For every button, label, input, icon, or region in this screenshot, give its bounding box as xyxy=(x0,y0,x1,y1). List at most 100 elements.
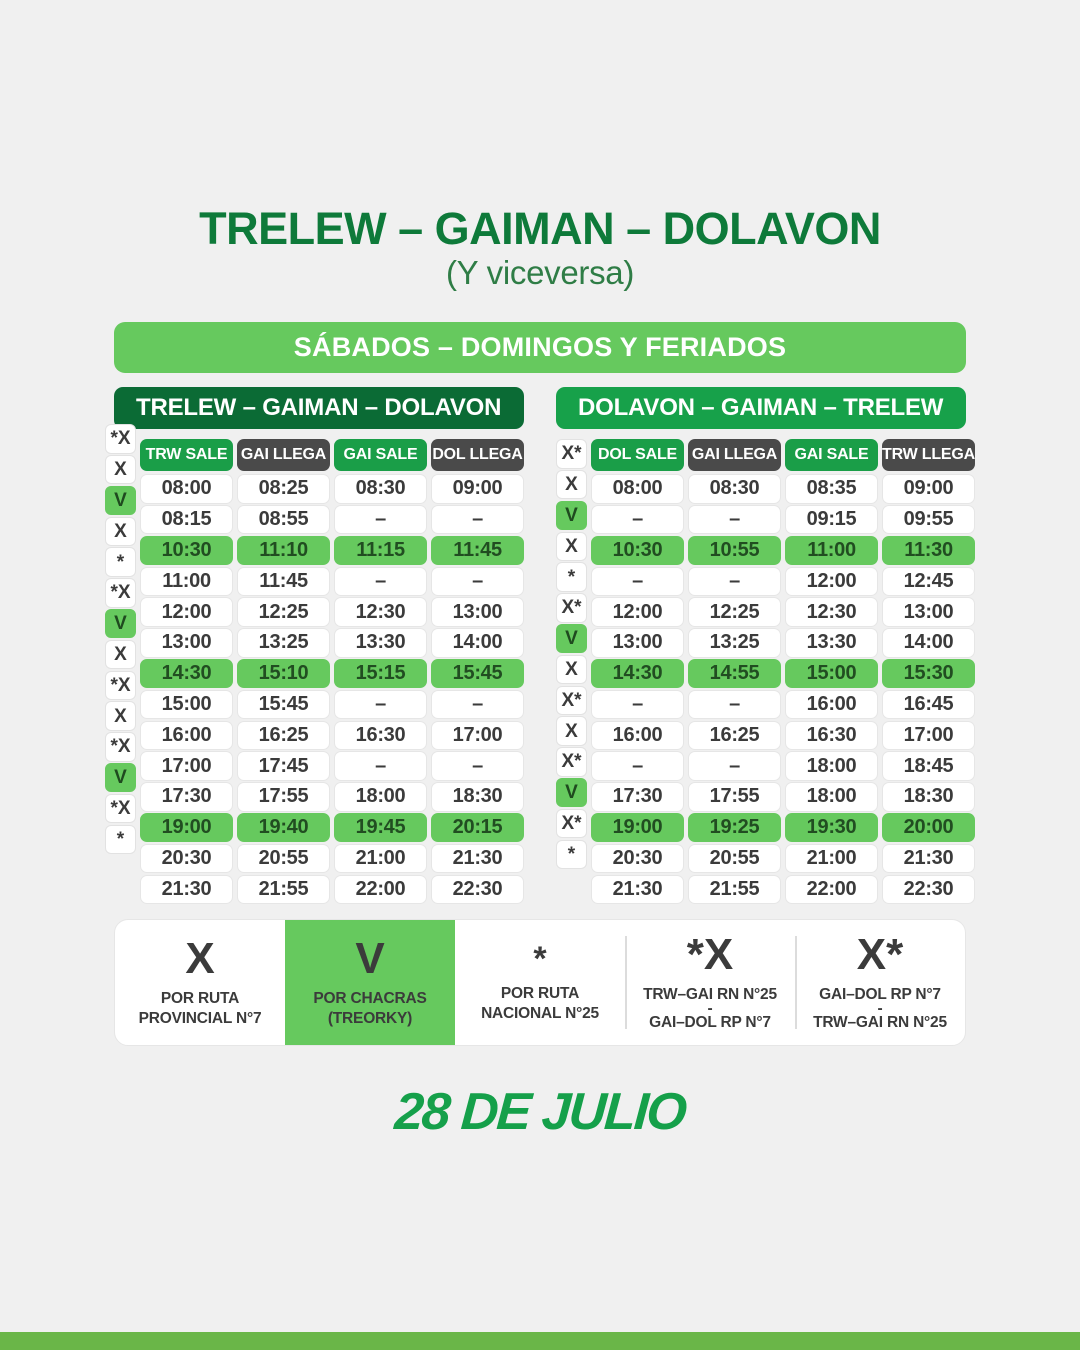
table-row: 14:30 15:10 15:15 15:45 xyxy=(140,659,524,689)
route-marker: V xyxy=(105,485,136,516)
route-marker: V xyxy=(556,624,587,654)
direction-header-row: TRELEW – GAIMAN – DOLAVON DOLAVON – GAIM… xyxy=(114,387,966,430)
legend-description-line1: POR RUTA xyxy=(500,984,580,1002)
time-cell: 20:30 xyxy=(140,843,233,874)
table-row: – –12:00 12:45 xyxy=(591,566,975,596)
time-cell: 17:55 xyxy=(688,782,781,812)
time-cell: 13:25 xyxy=(237,628,330,658)
time-grid: DOL SALE GAI LLEGA GAI SALE TRW LLEGA 08:00 0… xyxy=(591,439,975,905)
time-cell: 14:30 xyxy=(140,659,233,689)
route-marker: V xyxy=(556,778,587,808)
table-row: 10:30 10:55 11:00 11:30 xyxy=(591,535,975,566)
time-cell: 16:25 xyxy=(237,720,330,750)
route-marker: X* xyxy=(556,593,587,623)
route-marker: V xyxy=(556,500,587,531)
route-marker: *X xyxy=(105,578,136,608)
time-cell: 13:30 xyxy=(785,628,878,658)
time-cell: 20:15 xyxy=(431,813,524,843)
time-cell: 20:55 xyxy=(237,843,330,874)
page-title: TRELEW – GAIMAN – DOLAVON xyxy=(199,203,881,254)
time-cell: 21:30 xyxy=(140,874,233,904)
legend-description: POR RUTA PROVINCIAL N°7 xyxy=(139,989,262,1029)
time-cell: 21:30 xyxy=(591,874,684,904)
table-row: 12:00 12:25 12:30 13:00 xyxy=(140,597,524,627)
route-marker: *X xyxy=(105,793,136,824)
time-cell: – xyxy=(431,505,524,535)
time-cell: 19:40 xyxy=(237,813,330,843)
time-cell: 18:30 xyxy=(882,782,975,812)
time-cell: 15:30 xyxy=(882,659,975,689)
time-cell: – xyxy=(688,689,781,720)
time-cell: 11:45 xyxy=(431,535,524,566)
time-cell: 18:00 xyxy=(785,782,878,812)
time-cell: 16:45 xyxy=(882,689,975,720)
time-cell: 21:55 xyxy=(688,874,781,904)
table-row: 13:00 13:25 13:30 14:00 xyxy=(140,628,524,658)
legend-description-line1: GAI–DOL RP N°7 xyxy=(819,985,941,1003)
time-cell: 11:00 xyxy=(140,566,233,596)
time-cell: 09:55 xyxy=(882,505,975,535)
route-marker: X* xyxy=(556,439,587,469)
time-cell: 14:30 xyxy=(591,659,684,689)
route-marker: V xyxy=(105,609,136,639)
time-cell: 22:30 xyxy=(882,874,975,904)
table-row: – –09:15 09:55 xyxy=(591,505,975,535)
route-marker: X xyxy=(556,470,587,500)
route-marker: X xyxy=(556,531,587,561)
legend-description-line2: GAI–DOL RP N°7 xyxy=(649,1014,771,1032)
time-cell: 18:45 xyxy=(882,751,975,781)
time-cell: – xyxy=(431,566,524,596)
time-cell: 15:00 xyxy=(785,659,878,689)
legend-item: X* GAI–DOL RP N°7- TRW–GAI RN N°25 xyxy=(795,920,965,1045)
time-cell: 11:10 xyxy=(237,535,330,566)
time-cell: 21:30 xyxy=(882,843,975,874)
legend-description: GAI–DOL RP N°7- TRW–GAI RN N°25 xyxy=(813,985,947,1034)
time-cell: – xyxy=(334,505,427,535)
schedule-tables: *X X V X * *X V X *X X *X V *X * TRW SALE GAI LLEGA GAI … xyxy=(105,424,975,905)
route-marker: X* xyxy=(556,685,587,715)
time-cell: 17:00 xyxy=(140,751,233,781)
time-cell: 19:45 xyxy=(334,813,427,843)
time-cell: 15:10 xyxy=(237,659,330,689)
time-cell: – xyxy=(688,566,781,596)
time-cell: 13:30 xyxy=(334,628,427,658)
time-cell: 13:00 xyxy=(882,597,975,627)
time-cell: 11:15 xyxy=(334,535,427,566)
legend-symbol: X* xyxy=(856,929,904,979)
table-row: 13:00 13:25 13:30 14:00 xyxy=(591,628,975,658)
table-row: 20:30 20:55 21:00 21:30 xyxy=(140,843,524,874)
time-cell: 08:55 xyxy=(237,505,330,535)
route-marker: * xyxy=(556,562,587,592)
route-marker-column: *X X V X * *X V X *X X *X V *X * xyxy=(105,424,136,905)
time-cell: – xyxy=(591,751,684,781)
time-cell: 08:35 xyxy=(785,474,878,504)
time-cell: 15:45 xyxy=(431,659,524,689)
time-cell: 12:30 xyxy=(334,597,427,627)
title-block: TRELEW – GAIMAN – DOLAVON (Y viceversa) xyxy=(0,0,1080,292)
table-row: – –18:00 18:45 xyxy=(591,751,975,781)
time-cell: 12:25 xyxy=(237,597,330,627)
route-marker: X xyxy=(105,639,136,670)
time-cell: 17:00 xyxy=(882,720,975,750)
table-row: 20:30 20:55 21:00 21:30 xyxy=(591,843,975,874)
time-cell: 22:30 xyxy=(431,874,524,904)
route-marker: X* xyxy=(556,808,587,839)
time-cell: 17:00 xyxy=(431,720,524,750)
time-cell: – xyxy=(431,689,524,720)
time-cell: 19:00 xyxy=(140,813,233,843)
time-cell: 14:55 xyxy=(688,659,781,689)
legend-description: POR RUTA NACIONAL N°25 xyxy=(481,984,599,1024)
time-cell: 08:25 xyxy=(237,474,330,504)
time-cell: 19:30 xyxy=(785,813,878,843)
time-cell: 14:00 xyxy=(882,628,975,658)
time-cell: 20:55 xyxy=(688,843,781,874)
time-cell: 16:30 xyxy=(785,720,878,750)
time-cell: 08:15 xyxy=(140,505,233,535)
time-cell: 13:00 xyxy=(591,628,684,658)
time-cell: 12:45 xyxy=(882,566,975,596)
time-cell: 16:00 xyxy=(785,689,878,720)
legend-item: *X TRW–GAI RN N°25- GAI–DOL RP N°7 xyxy=(625,920,795,1045)
time-cell: 10:30 xyxy=(140,535,233,566)
time-cell: 16:30 xyxy=(334,720,427,750)
table-row: 16:00 16:25 16:30 17:00 xyxy=(591,720,975,750)
